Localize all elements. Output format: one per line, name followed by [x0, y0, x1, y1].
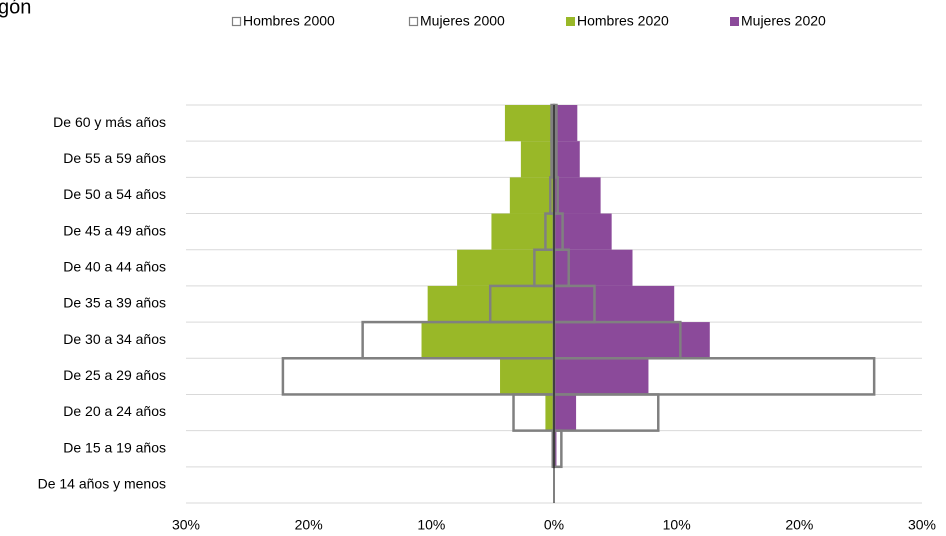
- bar: [554, 394, 577, 431]
- bar: [421, 322, 554, 359]
- y-tick-label: De 35 a 39 años: [63, 295, 166, 311]
- bar: [520, 141, 554, 178]
- bar: [554, 322, 710, 359]
- x-tick-label: 20%: [785, 517, 813, 533]
- bar: [504, 105, 554, 142]
- y-tick-label: De 14 años y menos: [38, 476, 166, 492]
- legend-swatch: [566, 17, 575, 26]
- legend-label: Mujeres 2020: [741, 13, 826, 29]
- bar: [554, 177, 601, 214]
- legend-label: Mujeres 2000: [420, 13, 505, 29]
- bar: [509, 177, 554, 214]
- bar: [552, 429, 563, 469]
- x-tick-label: 20%: [295, 517, 323, 533]
- legend-label: Hombres 2000: [243, 13, 335, 29]
- y-tick-label: De 55 a 59 años: [63, 150, 166, 166]
- legend-label: Hombres 2020: [577, 13, 669, 29]
- bar: [545, 394, 554, 431]
- y-tick-label: De 25 a 29 años: [63, 367, 166, 383]
- bar: [554, 141, 580, 178]
- y-tick-label: De 15 a 19 años: [63, 439, 166, 455]
- bar: [500, 358, 554, 395]
- legend-swatch: [408, 16, 419, 27]
- y-tick-label: De 60 y más años: [53, 114, 166, 130]
- x-tick-label: 30%: [172, 517, 200, 533]
- bar: [491, 213, 554, 250]
- y-tick-label: De 20 a 24 años: [63, 403, 166, 419]
- bar: [554, 105, 578, 142]
- bar: [554, 358, 649, 395]
- legend-swatch: [730, 17, 739, 26]
- y-tick-label: De 45 a 49 años: [63, 222, 166, 238]
- y-tick-label: De 40 a 44 años: [63, 259, 166, 275]
- y-tick-label: De 50 a 54 años: [63, 186, 166, 202]
- legend-swatch: [231, 16, 242, 27]
- bar: [554, 249, 633, 286]
- chart-title: gón: [0, 0, 31, 18]
- y-tick-label: De 30 a 34 años: [63, 331, 166, 347]
- x-tick-label: 30%: [908, 517, 936, 533]
- x-tick-label: 10%: [663, 517, 691, 533]
- bar: [457, 249, 554, 286]
- bar: [554, 285, 675, 323]
- x-tick-label: 10%: [417, 517, 445, 533]
- x-tick-label: 0%: [544, 517, 564, 533]
